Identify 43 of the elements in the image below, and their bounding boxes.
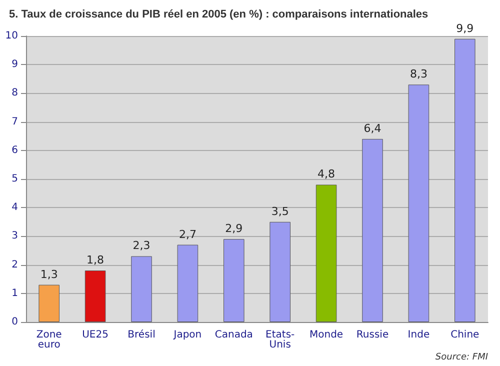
data-label: 4,8 <box>318 168 336 181</box>
bar <box>131 256 152 322</box>
data-label: 1,8 <box>86 254 104 267</box>
chart-title: 5. Taux de croissance du PIB réel en 2005 (en %) : comparaisons internationales <box>9 8 428 20</box>
x-tick-label: Inde <box>408 330 430 340</box>
data-label: 9,9 <box>456 22 474 35</box>
x-tick-label: Chine <box>450 330 480 340</box>
x-tick-label: Monde <box>310 330 344 340</box>
y-tick-label: 1 <box>12 288 18 299</box>
x-tick-label: Canada <box>214 330 253 340</box>
bar <box>38 284 60 322</box>
bar <box>84 270 106 322</box>
y-tick-label: 4 <box>12 202 18 214</box>
y-tick-label: 2 <box>12 259 18 270</box>
x-tick-label: UE25 <box>82 330 108 340</box>
y-tick-label: 8 <box>12 88 18 99</box>
y-tick-label: 6 <box>12 144 18 156</box>
data-label: 2,9 <box>225 222 243 236</box>
y-tick-label: 7 <box>12 116 18 128</box>
data-label: 1,3 <box>40 268 58 281</box>
bar <box>177 244 198 322</box>
bar <box>408 84 430 322</box>
bar <box>224 239 244 322</box>
x-tick-label: Zone euro <box>36 330 62 350</box>
data-label: 2,3 <box>132 239 150 252</box>
y-tick-label: 5 <box>12 174 18 184</box>
x-tick-label: Japon <box>172 330 202 340</box>
data-label: 8,3 <box>410 68 428 81</box>
y-tick-label: 9 <box>12 59 18 70</box>
x-tick-label: Russie <box>356 330 389 340</box>
source-note: Source: FMI <box>435 352 488 362</box>
data-label: 3,5 <box>271 204 289 218</box>
bar <box>270 222 290 322</box>
y-tick-label: 3 <box>12 230 18 242</box>
data-label: 6,4 <box>364 122 382 135</box>
data-label: 2,7 <box>178 228 196 241</box>
y-tick-label: 10 <box>5 30 18 42</box>
bar <box>454 38 476 322</box>
x-tick-label: Brésil <box>128 330 156 340</box>
y-tick-label: 0 <box>12 316 18 328</box>
x-tick-label: Etats-Unis <box>266 330 296 350</box>
bar <box>316 184 337 322</box>
bar <box>362 138 383 322</box>
